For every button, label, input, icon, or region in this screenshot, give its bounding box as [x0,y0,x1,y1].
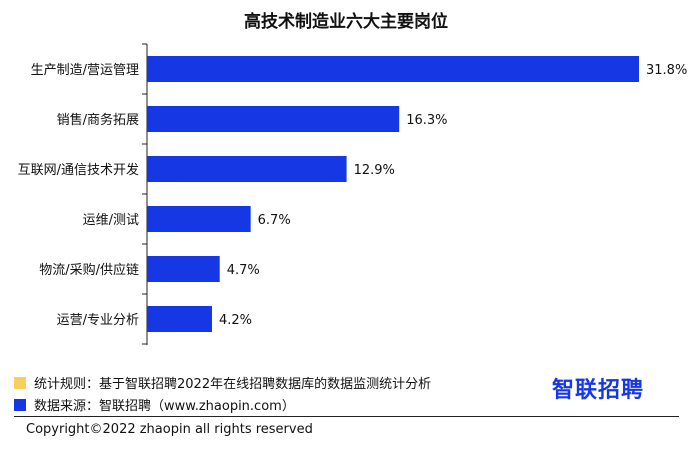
category-label: 互联网/通信技术开发 [18,162,139,178]
data-source-note: 数据来源：智联招聘（www.zhaopin.com） [14,395,295,414]
value-label: 4.7% [227,263,260,278]
zhaopin-logo: 智联招聘 [552,378,645,403]
category-label: 销售/商务拓展 [57,112,139,128]
value-label: 6.7% [258,213,291,228]
bar-chart: 高技术制造业六大主要岗位 生产制造/营运管理 31.8% 销售/商务拓展 16.3% 互… [18,11,687,345]
copyright-text: Copyright©2022 zhaopin all rights reserv… [26,422,313,437]
bar [147,56,639,82]
data-source-text: 数据来源：智联招聘（www.zhaopin.com） [34,399,295,414]
bars-layer: 生产制造/营运管理 31.8% 销售/商务拓展 16.3% 互联网/通信技术开发 12.9… [18,43,687,345]
bar [147,206,251,232]
bar [147,106,400,132]
footer-divider [14,416,679,417]
value-label: 4.2% [219,313,252,328]
bar [147,156,347,182]
category-label: 运维/测试 [83,213,139,228]
value-label: 31.8% [646,63,687,78]
value-label: 16.3% [406,113,447,128]
stat-rule-swatch [14,376,26,389]
category-label: 生产制造/营运管理 [31,63,139,78]
value-label: 12.9% [354,163,395,178]
data-source-swatch [14,398,26,411]
category-label: 运营/专业分析 [57,313,139,328]
bar [147,256,220,282]
bar [147,306,212,332]
chart-title: 高技术制造业六大主要岗位 [244,11,448,32]
category-label: 物流/采购/供应链 [39,262,139,278]
stat-rule-text: 统计规则：基于智联招聘2022年在线招聘数据库的数据监测统计分析 [34,377,432,392]
stat-rule-note: 统计规则：基于智联招聘2022年在线招聘数据库的数据监测统计分析 [14,373,431,392]
